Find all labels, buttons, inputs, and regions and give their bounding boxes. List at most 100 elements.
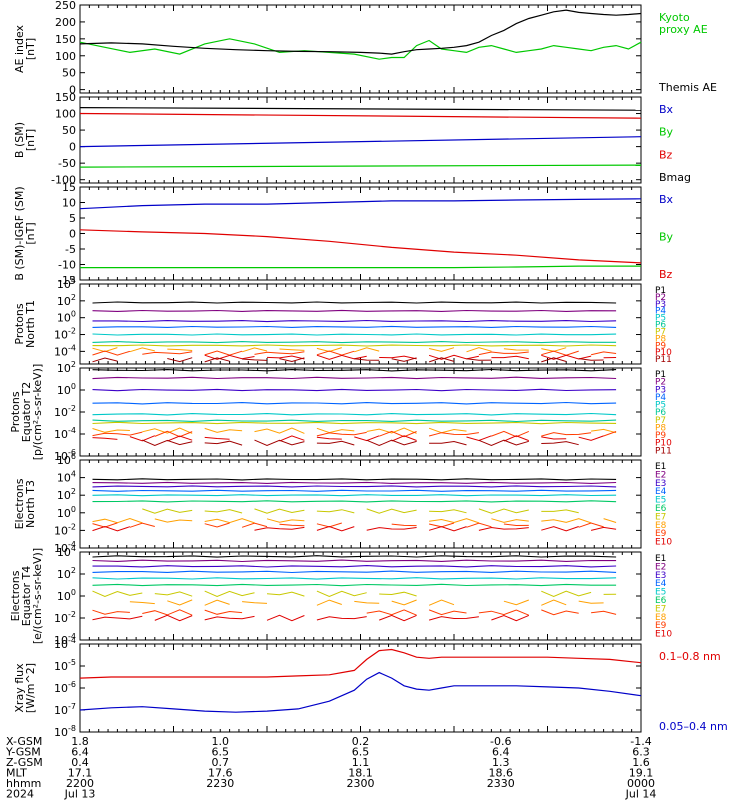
legend-label-6-9: E10 [655,630,672,640]
series-seg-5-7-3 [267,519,304,522]
series-seg-6-6-3 [267,592,304,596]
y-tick-label-7-1: 10-5 [54,658,76,673]
legend-label-3-10: P11 [655,355,672,365]
y-axis-title-2-1: [nT] [24,222,37,244]
series-seg-6-6-5 [379,592,416,596]
series-seg-4-9-8 [467,436,492,441]
x-minor-ticks-0 [80,5,641,93]
series-seg-5-7-5 [491,519,528,523]
legend-label-2-2-0: Bz [659,268,673,281]
series-seg-4-10-4 [367,440,417,445]
y-tick-label-2-1: 10 [62,197,76,210]
series-seg-6-8-1 [142,610,192,615]
series-seg-5-7-1 [155,519,192,522]
series-line-6-0 [93,556,617,557]
y-tick-label-6-1: 102 [57,566,76,581]
legend-label-4-10: P11 [655,446,672,456]
series-seg-5-7-2 [205,519,255,523]
y-tick-label-6-2: 100 [57,588,76,603]
y-axis-title-5-1: North T3 [24,480,37,528]
series-seg-6-9-3 [267,615,304,620]
x-col-value-2-4: 2300 [347,777,375,790]
series-seg-6-7-7 [429,600,454,605]
series-seg-3-7-3 [242,348,267,352]
series-seg-6-8-5 [479,610,529,615]
legend-label-1-0-0: Bx [659,103,674,116]
series-seg-3-8-3 [255,352,305,355]
series-line-6-5 [93,584,617,585]
y-tick-label-7-2: 10-6 [54,680,76,695]
series-line-1-2 [80,137,641,147]
y-tick-label-6-3: 10-2 [54,610,76,625]
series-seg-5-8-4 [280,524,305,525]
series-line-0-1 [80,10,641,54]
series-line-4-1 [93,377,617,378]
series-line-5-3 [93,490,617,491]
series-line-6-1 [93,560,617,561]
series-line-3-6 [93,345,617,346]
y-tick-label-3-2: 100 [57,310,76,325]
series-line-6-3 [93,571,617,572]
x-col-value-4-5: Jul 14 [625,788,657,801]
series-seg-5-8-1 [130,523,155,527]
series-seg-4-8-3 [379,431,416,436]
y-tick-label-1-0: 150 [55,91,76,104]
series-seg-6-7-4 [317,600,342,605]
series-seg-5-7-4 [429,519,479,523]
legend-label-5-9: E10 [655,538,672,548]
series-seg-4-7-0 [93,429,130,433]
series-seg-3-7-4 [280,349,305,350]
series-seg-6-8-4 [429,610,466,615]
y-tick-label-7-0: 10-4 [54,636,76,651]
y-tick-label-3-3: 10-2 [54,327,76,342]
y-tick-label-0-1: 200 [55,16,76,29]
series-seg-6-9-6 [429,617,479,621]
series-seg-3-7-7 [429,348,454,352]
series-seg-6-8-0 [93,610,130,614]
series-seg-5-9-7 [591,527,616,530]
series-seg-6-7-1 [167,600,192,605]
series-line-3-1 [93,310,617,311]
y-tick-label-0-0: 250 [55,0,76,12]
series-seg-5-9-0 [93,527,130,531]
y-axis-title-0-1: [nT] [24,38,37,60]
y-axis-title-1-1: [nT] [24,129,37,151]
series-seg-6-9-4 [317,617,367,620]
y-tick-label-7-3: 10-7 [54,702,76,717]
legend-label-2-0-0: Bx [659,193,674,206]
series-seg-3-10-8 [467,359,492,361]
series-seg-4-7-1 [142,428,192,433]
series-seg-3-8-4 [317,351,354,355]
series-seg-3-9-5 [491,356,528,359]
series-seg-6-7-9 [541,600,566,605]
series-seg-5-9-6 [541,527,578,531]
y-axis-title-7-1: [W/m^2] [24,663,37,713]
series-line-5-1 [93,482,617,483]
y-tick-label-6-0: 104 [57,544,76,559]
series-seg-5-6-0 [142,509,192,513]
series-seg-4-7-3 [255,428,305,433]
series-line-7-0 [80,650,641,679]
series-seg-4-9-10 [541,437,566,439]
series-seg-5-9-5 [479,528,529,531]
series-seg-4-9-3 [205,437,230,439]
x-minor-ticks-5 [80,460,641,548]
y-tick-label-5-4: 10-2 [54,522,76,537]
series-seg-3-7-9 [504,349,529,350]
series-seg-4-8-5 [491,431,528,436]
y-axis-title-6-2: [e/(cm²-s-sr-keV)] [31,548,44,644]
series-seg-6-8-2 [205,610,242,614]
series-seg-5-8-9 [504,524,529,526]
series-line-2-2 [80,266,641,268]
panel-frame-6 [80,552,641,640]
series-seg-4-9-6 [354,436,379,441]
series-seg-5-6-5 [429,510,466,513]
series-seg-5-7-0 [93,519,143,523]
x-col-value-1-4: 2230 [206,777,234,790]
y-tick-label-2-2: 5 [69,212,76,225]
series-seg-5-6-7 [541,510,578,513]
series-seg-3-10-0 [93,358,118,362]
series-seg-5-8-6 [392,524,417,526]
